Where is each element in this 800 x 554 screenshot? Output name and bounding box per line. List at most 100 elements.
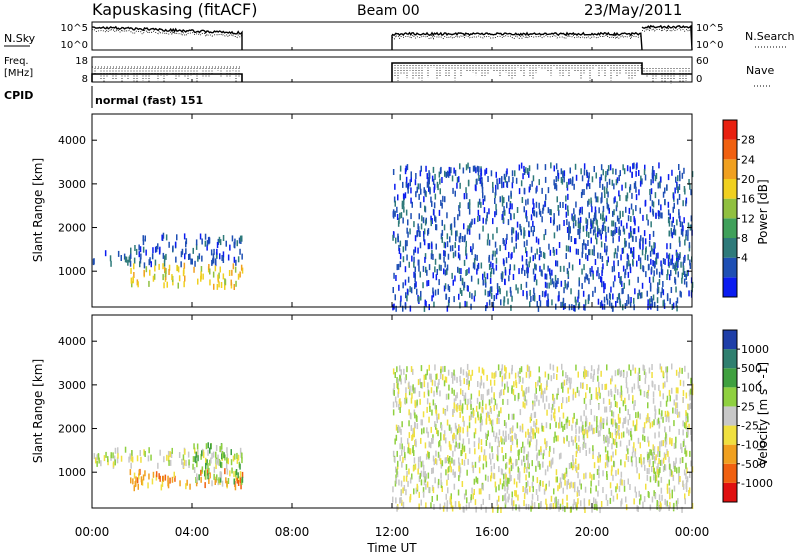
heatmap-cell (472, 493, 474, 500)
heatmap-cell (575, 428, 577, 435)
power-ylabel: Slant Range [km] (31, 158, 45, 262)
cpid-value: normal (fast) 151 (95, 94, 203, 107)
heatmap-cell (456, 176, 459, 183)
heatmap-cell (424, 476, 427, 483)
heatmap-cell (612, 220, 615, 227)
heatmap-cell (599, 181, 601, 188)
heatmap-cell (183, 233, 186, 240)
heatmap-cell (193, 443, 195, 450)
heatmap-cell (532, 255, 534, 262)
heatmap-cell (414, 276, 416, 283)
heatmap-cell (606, 181, 608, 188)
heatmap-cell (404, 377, 407, 384)
heatmap-cell (619, 407, 621, 414)
heatmap-cell (587, 370, 589, 377)
heatmap-cell (688, 390, 691, 397)
heatmap-cell (496, 445, 499, 452)
heatmap-cell (449, 461, 451, 468)
heatmap-cell (659, 363, 661, 370)
heatmap-cell (664, 498, 666, 505)
heatmap-cell (468, 228, 471, 235)
heatmap-cell (392, 234, 394, 241)
heatmap-cell (658, 458, 660, 465)
heatmap-cell (558, 242, 561, 248)
heatmap-cell (602, 222, 605, 229)
heatmap-cell (575, 421, 577, 428)
heatmap-cell (491, 372, 493, 379)
heatmap-cell (604, 283, 606, 290)
heatmap-cell (592, 427, 594, 434)
heatmap-cell (411, 255, 413, 262)
heatmap-cell (403, 198, 405, 205)
heatmap-cell (500, 368, 503, 375)
heatmap-cell (408, 420, 410, 427)
colorbar-tick-label: 24 (741, 153, 755, 166)
heatmap-cell (410, 197, 412, 204)
colorbar-swatch (723, 463, 737, 483)
heatmap-cell (579, 258, 581, 265)
heatmap-cell (525, 474, 527, 481)
heatmap-cell (227, 254, 230, 261)
heatmap-cell (597, 490, 599, 497)
heatmap-cell (202, 452, 205, 459)
ytick-label: 2000 (58, 222, 86, 235)
heatmap-cell (427, 177, 429, 184)
heatmap-cell (658, 420, 661, 427)
heatmap-cell (479, 177, 481, 184)
heatmap-cell (395, 401, 398, 408)
heatmap-cell (462, 506, 465, 513)
heatmap-cell (676, 252, 678, 258)
heatmap-cell (639, 238, 641, 245)
heatmap-cell (166, 454, 168, 461)
heatmap-cell (500, 468, 503, 475)
heatmap-cell (553, 373, 555, 379)
heatmap-cell (482, 498, 484, 505)
heatmap-cell (501, 469, 504, 476)
heatmap-cell (611, 305, 614, 312)
heatmap-cell (521, 255, 524, 262)
heatmap-cell (445, 437, 447, 444)
heatmap-cell (619, 391, 622, 398)
heatmap-cell (591, 176, 594, 183)
heatmap-cell (527, 480, 529, 487)
heatmap-cell (209, 279, 211, 286)
heatmap-cell (571, 264, 574, 271)
heatmap-cell (418, 226, 420, 233)
heatmap-cell (532, 268, 535, 275)
heatmap-cell (654, 432, 656, 439)
heatmap-cell (662, 370, 664, 377)
heatmap-cell (565, 203, 567, 210)
colorbar-swatch (723, 330, 737, 350)
heatmap-cell (566, 375, 569, 381)
heatmap-cell (537, 427, 540, 434)
heatmap-cell (420, 382, 422, 389)
heatmap-cell (505, 430, 507, 437)
heatmap-cell (235, 280, 237, 287)
heatmap-cell (468, 199, 471, 206)
heatmap-cell (529, 184, 531, 191)
heatmap-cell (399, 398, 401, 405)
heatmap-cell (662, 382, 665, 389)
heatmap-cell (559, 477, 562, 484)
heatmap-cell (471, 461, 474, 468)
heatmap-cell (609, 482, 612, 489)
colorbar-swatch (723, 257, 737, 278)
heatmap-cell (432, 455, 435, 462)
heatmap-cell (516, 438, 518, 445)
heatmap-cell (171, 476, 174, 483)
heatmap-cell (570, 506, 572, 513)
heatmap-cell (523, 169, 526, 175)
heatmap-cell (407, 219, 409, 226)
heatmap-cell (622, 400, 625, 407)
heatmap-cell (419, 378, 421, 385)
heatmap-cell (408, 468, 410, 475)
heatmap-cell (599, 430, 601, 437)
heatmap-cell (449, 424, 451, 431)
heatmap-cell (560, 481, 562, 488)
heatmap-cell (623, 485, 626, 492)
heatmap-cell (420, 223, 423, 230)
heatmap-cell (594, 226, 596, 233)
heatmap-cell (162, 232, 165, 239)
heatmap-cell (580, 382, 582, 389)
heatmap-cell (495, 370, 497, 377)
